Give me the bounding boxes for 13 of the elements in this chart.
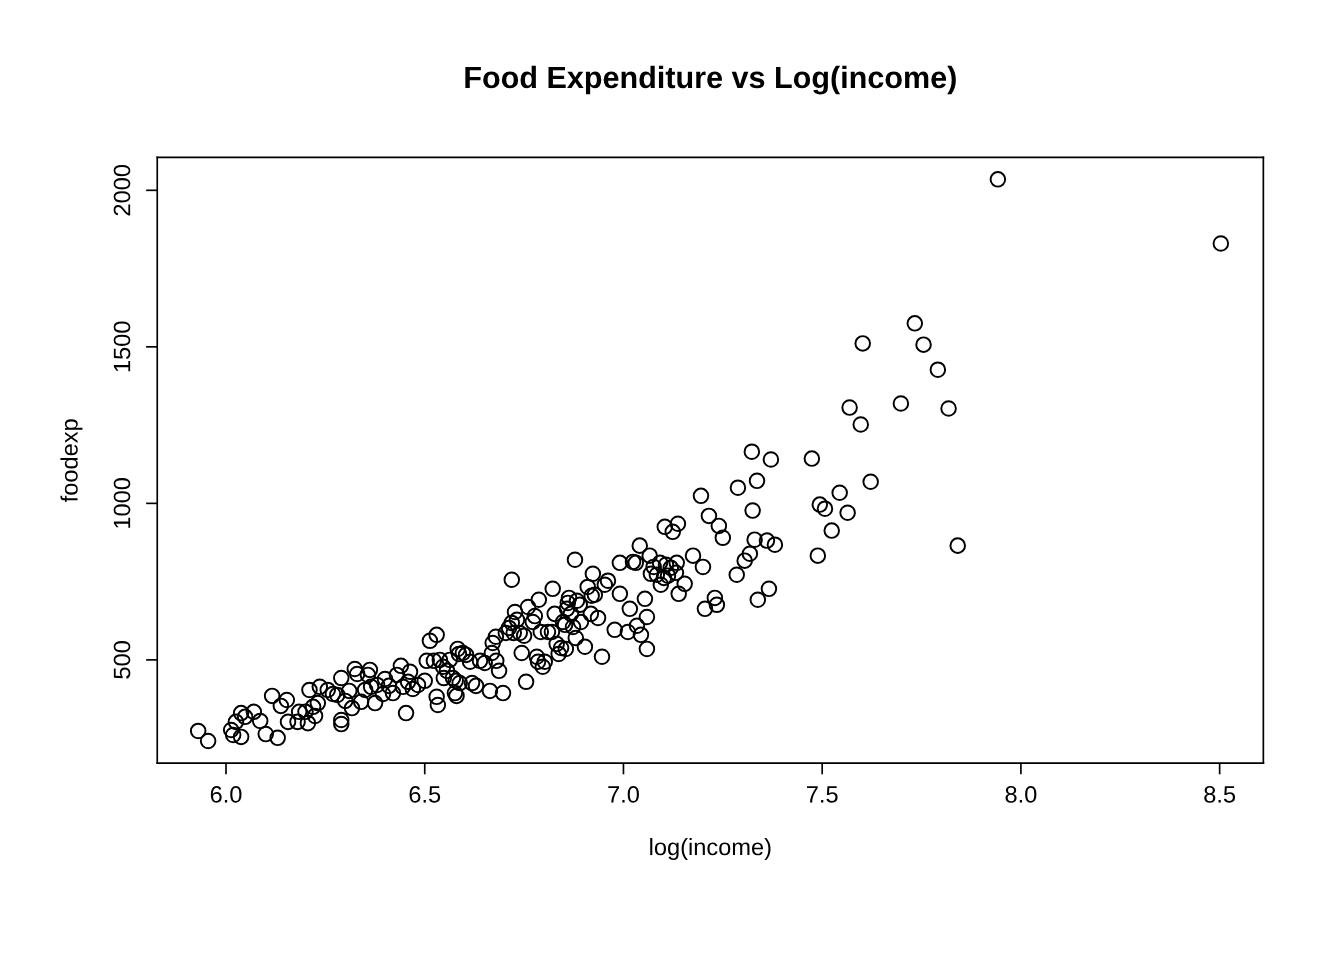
chart-title: Food Expenditure vs Log(income) (465, 65, 956, 95)
x-tick-label: 7.5 (806, 786, 838, 803)
x-tick-label: 8.5 (1204, 786, 1236, 803)
x-tick-label: 6.5 (409, 786, 441, 803)
y-tick-label: 500 (113, 641, 131, 679)
y-axis-title: foodexp (60, 419, 83, 502)
x-tick-label: 6.0 (210, 786, 242, 803)
y-tick-label: 2000 (113, 164, 131, 216)
y-tick-label: 1500 (113, 321, 131, 372)
y-tick-label: 1000 (113, 478, 131, 528)
x-tick-label: 7.0 (608, 786, 639, 803)
x-axis-title: log(income) (650, 837, 771, 860)
x-tick-label: 8.0 (1005, 786, 1037, 803)
